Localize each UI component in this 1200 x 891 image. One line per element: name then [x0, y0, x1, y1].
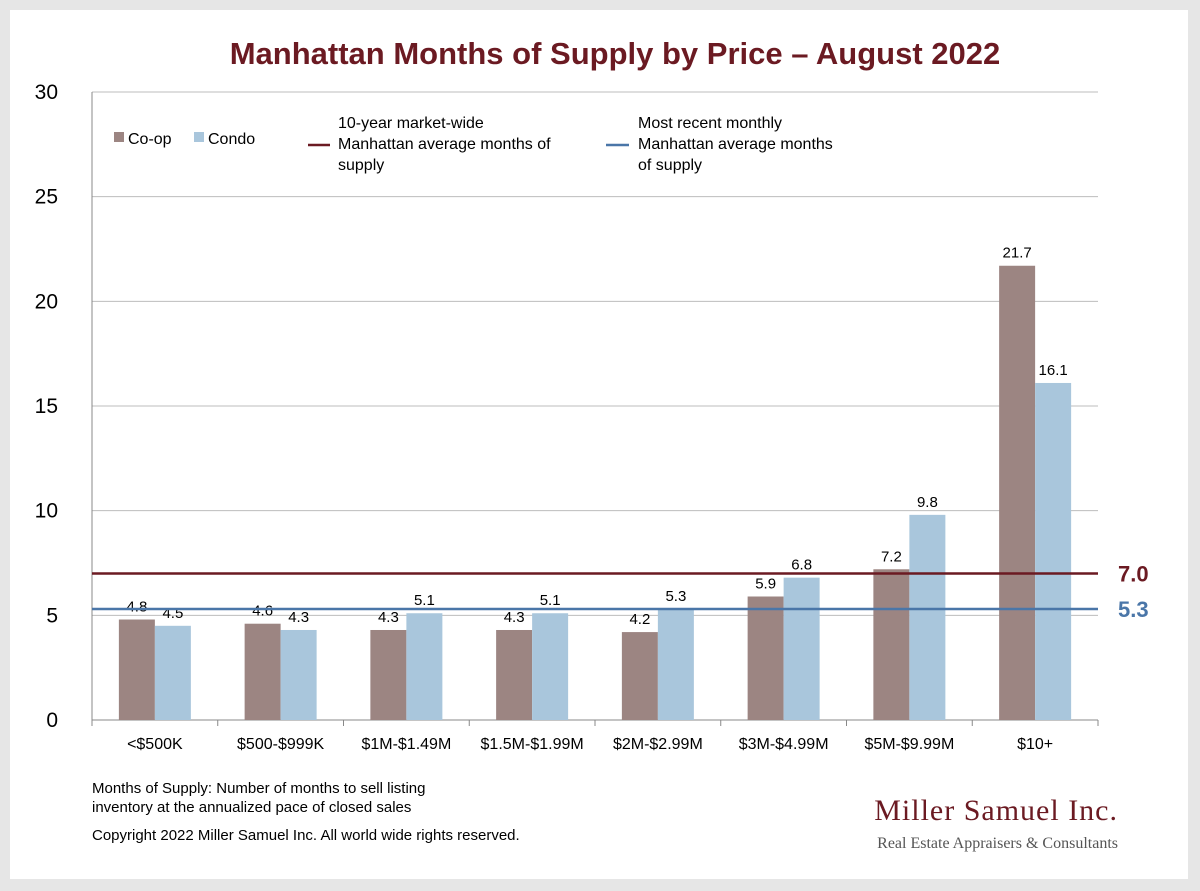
bar-condo — [909, 514, 946, 720]
chart-frame: Manhattan Months of Supply by Price – Au… — [10, 10, 1188, 879]
bar-condo — [154, 625, 191, 720]
bar-condo — [280, 629, 317, 720]
bar-condo — [1035, 382, 1072, 720]
data-label: 5.1 — [414, 592, 435, 609]
x-tick-label: $2M-$2.99M — [613, 736, 703, 753]
bar-co-op — [496, 629, 533, 720]
data-label: 4.6 — [252, 603, 273, 620]
y-tick-label: 15 — [35, 395, 58, 418]
bar-co-op — [999, 265, 1036, 720]
data-label: 5.1 — [540, 592, 561, 609]
bar-co-op — [370, 629, 407, 720]
gridlines — [91, 91, 1099, 726]
data-label: 4.5 — [162, 605, 183, 622]
legend-label: Most recent monthly — [638, 115, 782, 132]
bars — [118, 265, 1072, 720]
y-tick-label: 10 — [35, 500, 58, 523]
footnote-line: Months of Supply: Number of months to se… — [92, 780, 426, 797]
bar-co-op — [118, 619, 155, 720]
logo: Miller Samuel Inc. Real Estate Appraiser… — [874, 794, 1118, 852]
x-axis-ticks: <$500K $500-$999K $1M-$1.49M $1.5M-$1.99M $2… — [127, 736, 1053, 753]
footnote-line: inventory at the annualized pace of clos… — [92, 799, 411, 816]
legend-label: Co-op — [128, 131, 172, 148]
data-label: 4.3 — [378, 609, 399, 626]
bar-co-op — [621, 632, 658, 720]
y-tick-label: 25 — [35, 186, 58, 209]
data-label: 9.8 — [917, 494, 938, 511]
legend-label: Manhattan average months — [638, 136, 833, 153]
chart: Manhattan Months of Supply by Price – Au… — [35, 36, 1149, 852]
logo-tagline: Real Estate Appraisers & Consultants — [877, 835, 1118, 852]
bar-co-op — [873, 569, 910, 720]
data-label: 4.3 — [504, 609, 525, 626]
data-label: 5.9 — [755, 575, 776, 592]
bar-condo — [532, 613, 569, 720]
data-label: 5.3 — [665, 588, 686, 605]
data-label: 6.8 — [791, 557, 812, 574]
legend-label: Manhattan average months of — [338, 136, 551, 153]
legend-label: of supply — [638, 157, 702, 174]
data-label: 4.3 — [288, 609, 309, 626]
bar-condo — [783, 577, 820, 720]
x-tick-label: <$500K — [127, 736, 183, 753]
data-label: 21.7 — [1003, 245, 1032, 262]
logo-name: Miller Samuel Inc. — [874, 794, 1118, 827]
data-label: 4.8 — [126, 599, 147, 616]
footnote-definition: Months of Supply: Number of months to se… — [92, 780, 426, 816]
x-tick-label: $3M-$4.99M — [739, 736, 829, 753]
reference-line-label: 5.3 — [1118, 597, 1149, 622]
legend-swatch-condo — [194, 132, 204, 142]
legend-swatch-co-op — [114, 132, 124, 142]
data-label: 4.2 — [629, 611, 650, 628]
data-labels: 4.8 4.6 4.3 4.3 4.2 5.9 7.2 21.7 4.5 4.3 5.1 5.1 5.3… — [126, 245, 1067, 628]
x-tick-label: $1M-$1.49M — [361, 736, 451, 753]
legend: Co-op Condo 10-year market-wide Manhattan a… — [114, 115, 833, 174]
bar-condo — [406, 613, 443, 720]
footnote-copyright: Copyright 2022 Miller Samuel Inc. All wo… — [92, 827, 520, 844]
data-label: 7.2 — [881, 548, 902, 565]
bar-condo — [657, 609, 694, 720]
y-tick-label: 5 — [46, 604, 58, 627]
x-tick-label: $1.5M-$1.99M — [481, 736, 584, 753]
chart-title: Manhattan Months of Supply by Price – Au… — [230, 36, 1001, 71]
legend-label: 10-year market-wide — [338, 115, 484, 132]
data-label: 16.1 — [1039, 362, 1068, 379]
y-axis-ticks: 0 5 10 15 20 25 30 — [35, 81, 58, 732]
y-tick-label: 0 — [46, 709, 58, 732]
y-tick-label: 20 — [35, 290, 58, 313]
reference-lines: 7.0 5.3 — [92, 561, 1149, 622]
legend-label: supply — [338, 157, 384, 174]
x-tick-label: $10+ — [1017, 736, 1053, 753]
y-tick-label: 30 — [35, 81, 58, 104]
x-tick-label: $5M-$9.99M — [864, 736, 954, 753]
bar-co-op — [244, 623, 281, 720]
bar-co-op — [747, 596, 784, 720]
legend-label: Condo — [208, 131, 255, 148]
reference-line-label: 7.0 — [1118, 561, 1149, 586]
x-tick-label: $500-$999K — [237, 736, 325, 753]
